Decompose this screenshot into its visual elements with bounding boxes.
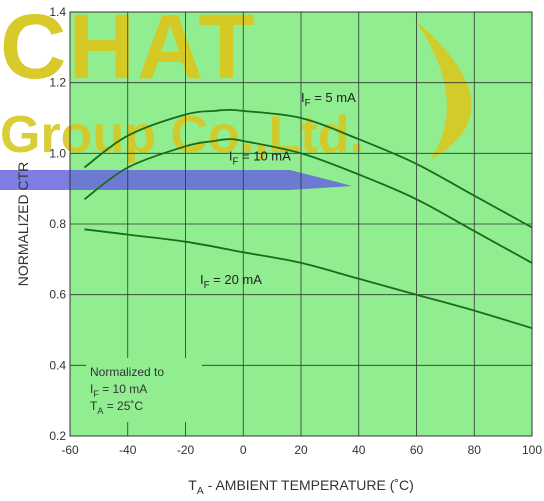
x-tick-label: 100: [522, 443, 542, 457]
tick-labels: -60 -40 -20 0 20 40 60 80 100 0.2 0.4 0.6 0.8 1.0 1.2 1…: [49, 5, 542, 457]
x-tick-label: 20: [294, 443, 308, 457]
watermark-text-large: CHAT: [0, 0, 257, 98]
x-tick-label: 80: [468, 443, 482, 457]
note-line-1: Normalized to: [90, 365, 164, 379]
axis-labels: TA - AMBIENT TEMPERATURE (˚C) NORMALIZED …: [15, 162, 414, 497]
x-tick-label: 40: [352, 443, 366, 457]
series-layer: [83, 108, 533, 330]
note-box: [86, 358, 202, 422]
x-tick-label: -60: [61, 443, 79, 457]
series-line-2: [83, 138, 533, 264]
x-tick-label: -40: [119, 443, 137, 457]
y-axis-label: NORMALIZED CTR: [15, 162, 31, 286]
note-line-2: IF = 10 mA: [90, 382, 147, 399]
curve-labels: IF = 5 mA IF = 10 mA IF = 20 mA: [200, 90, 356, 291]
y-tick-label: 0.2: [49, 429, 66, 443]
watermark-swoosh: [415, 20, 472, 160]
x-axis-label: TA - AMBIENT TEMPERATURE (˚C): [188, 477, 414, 497]
x-tick-label: 60: [410, 443, 424, 457]
x-tick-label: -20: [177, 443, 195, 457]
series-label-1: IF = 5 mA: [301, 90, 356, 109]
plot-frame: [69, 11, 533, 437]
x-tick-label: 0: [240, 443, 247, 457]
watermark-band: [0, 170, 352, 190]
y-tick-label: 0.8: [49, 217, 66, 231]
y-tick-label: 1.2: [49, 76, 66, 90]
series-line-3: [84, 228, 533, 330]
y-tick-label: 0.6: [49, 288, 66, 302]
series-line-1: [83, 108, 533, 229]
note-line-3: TA = 25˚C: [90, 399, 143, 416]
series-label-3: IF = 20 mA: [200, 272, 262, 291]
y-tick-label: 0.4: [49, 358, 66, 372]
y-tick-label: 1.0: [49, 146, 66, 160]
series-label-2: IF = 10 mA: [229, 148, 291, 167]
y-tick-label: 1.4: [49, 5, 66, 19]
